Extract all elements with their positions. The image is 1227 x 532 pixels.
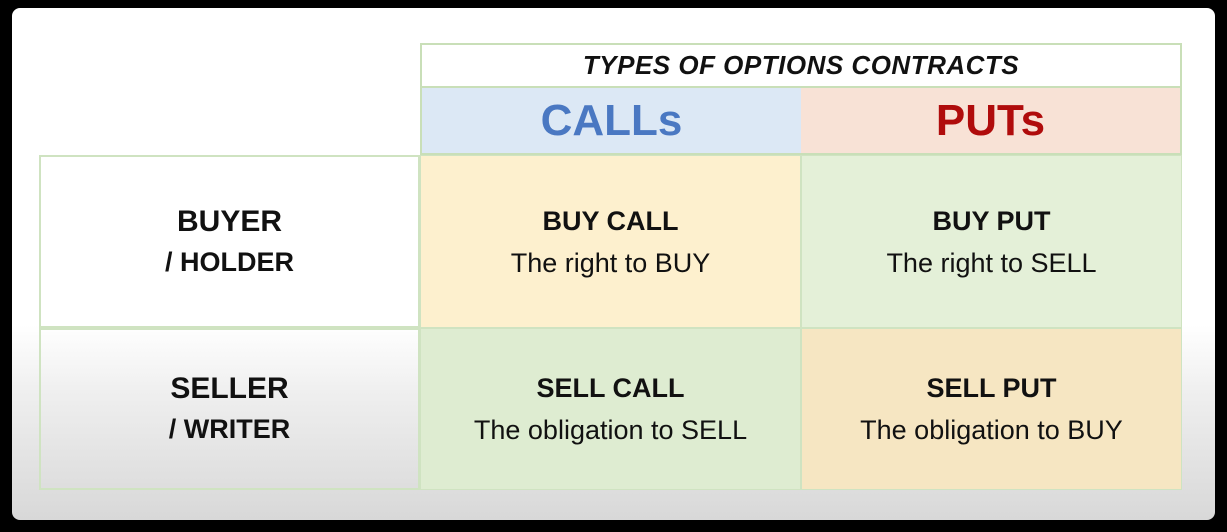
cell-description: The right to SELL xyxy=(886,247,1097,278)
row-label-line1: BUYER xyxy=(176,204,282,238)
cell-description: The obligation to SELL xyxy=(473,415,748,445)
row-label-buyer: BUYER / HOLDER xyxy=(39,155,420,328)
cell-description: The obligation to BUY xyxy=(860,415,1123,445)
row-label-line1: SELLER xyxy=(170,372,289,405)
column-header-calls: CALLs xyxy=(420,88,801,155)
cell-sell-call: SELL CALL The obligation to SELL xyxy=(420,328,801,490)
row-label-seller: SELLER / WRITER xyxy=(39,328,420,490)
cell-title: SELL PUT xyxy=(926,373,1057,403)
table-title: TYPES OF OPTIONS CONTRACTS xyxy=(582,50,1020,80)
cell-buy-call: BUY CALL The right to BUY xyxy=(420,155,801,328)
slide-screen: TYPES OF OPTIONS CONTRACTS CALLs PUTs BU… xyxy=(12,8,1215,520)
row-label-line2: / HOLDER xyxy=(164,246,294,277)
cell-title: SELL CALL xyxy=(536,373,685,403)
cell-title: BUY CALL xyxy=(542,205,679,236)
cell-sell-put: SELL PUT The obligation to BUY xyxy=(801,328,1182,490)
puts-label: PUTs xyxy=(935,95,1046,145)
cell-description: The right to BUY xyxy=(510,247,711,278)
cell-title: BUY PUT xyxy=(932,205,1051,236)
row-label-line2: / WRITER xyxy=(168,414,291,444)
table-title-cell: TYPES OF OPTIONS CONTRACTS xyxy=(420,43,1182,88)
calls-label: CALLs xyxy=(540,95,683,145)
column-header-puts: PUTs xyxy=(801,88,1182,155)
cell-buy-put: BUY PUT The right to SELL xyxy=(801,155,1182,328)
